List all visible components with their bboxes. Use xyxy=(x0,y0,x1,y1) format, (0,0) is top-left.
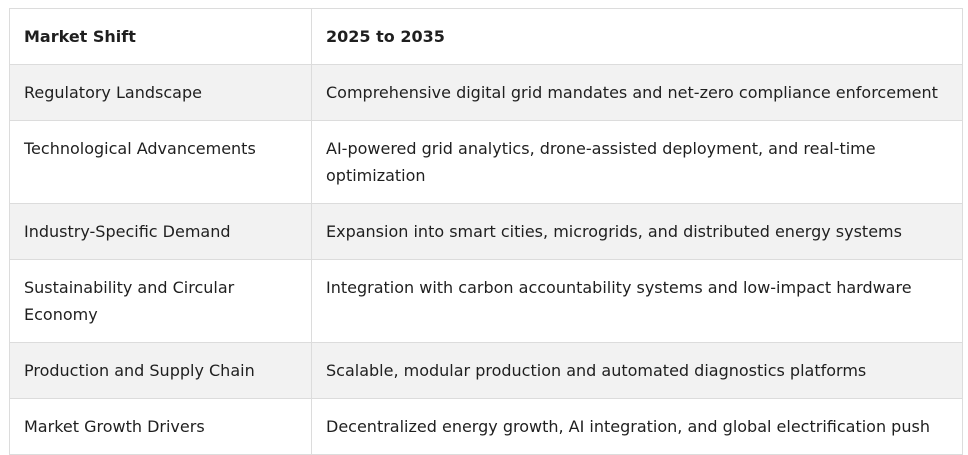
table-row: Industry-Specific Demand Expansion into … xyxy=(9,203,963,260)
table-row: Production and Supply Chain Scalable, mo… xyxy=(9,342,963,399)
table-row: Market Growth Drivers Decentralized ener… xyxy=(9,398,963,455)
table-row: Sustainability and Circular Economy Inte… xyxy=(9,259,963,343)
header-row: Market Shift 2025 to 2035 xyxy=(9,8,963,65)
column-header-market-shift: Market Shift xyxy=(9,8,312,65)
row-value-cell: Decentralized energy growth, AI integrat… xyxy=(311,398,963,455)
row-value-cell: AI-powered grid analytics, drone-assiste… xyxy=(311,120,963,204)
column-header-period: 2025 to 2035 xyxy=(311,8,963,65)
row-label-cell: Market Growth Drivers xyxy=(9,398,312,455)
row-value-cell: Expansion into smart cities, microgrids,… xyxy=(311,203,963,260)
table-body: Regulatory Landscape Comprehensive digit… xyxy=(9,64,963,455)
market-shift-table-container: Market Shift 2025 to 2035 Regulatory Lan… xyxy=(9,8,963,455)
row-value-cell: Scalable, modular production and automat… xyxy=(311,342,963,399)
table-row: Technological Advancements AI-powered gr… xyxy=(9,120,963,204)
row-value-cell: Comprehensive digital grid mandates and … xyxy=(311,64,963,121)
row-value-cell: Integration with carbon accountability s… xyxy=(311,259,963,343)
table-header: Market Shift 2025 to 2035 xyxy=(9,8,963,65)
row-label-cell: Production and Supply Chain xyxy=(9,342,312,399)
row-label-cell: Technological Advancements xyxy=(9,120,312,204)
row-label-cell: Industry-Specific Demand xyxy=(9,203,312,260)
market-shift-table: Market Shift 2025 to 2035 Regulatory Lan… xyxy=(9,8,963,455)
row-label-cell: Regulatory Landscape xyxy=(9,64,312,121)
row-label-cell: Sustainability and Circular Economy xyxy=(9,259,312,343)
table-row: Regulatory Landscape Comprehensive digit… xyxy=(9,64,963,121)
